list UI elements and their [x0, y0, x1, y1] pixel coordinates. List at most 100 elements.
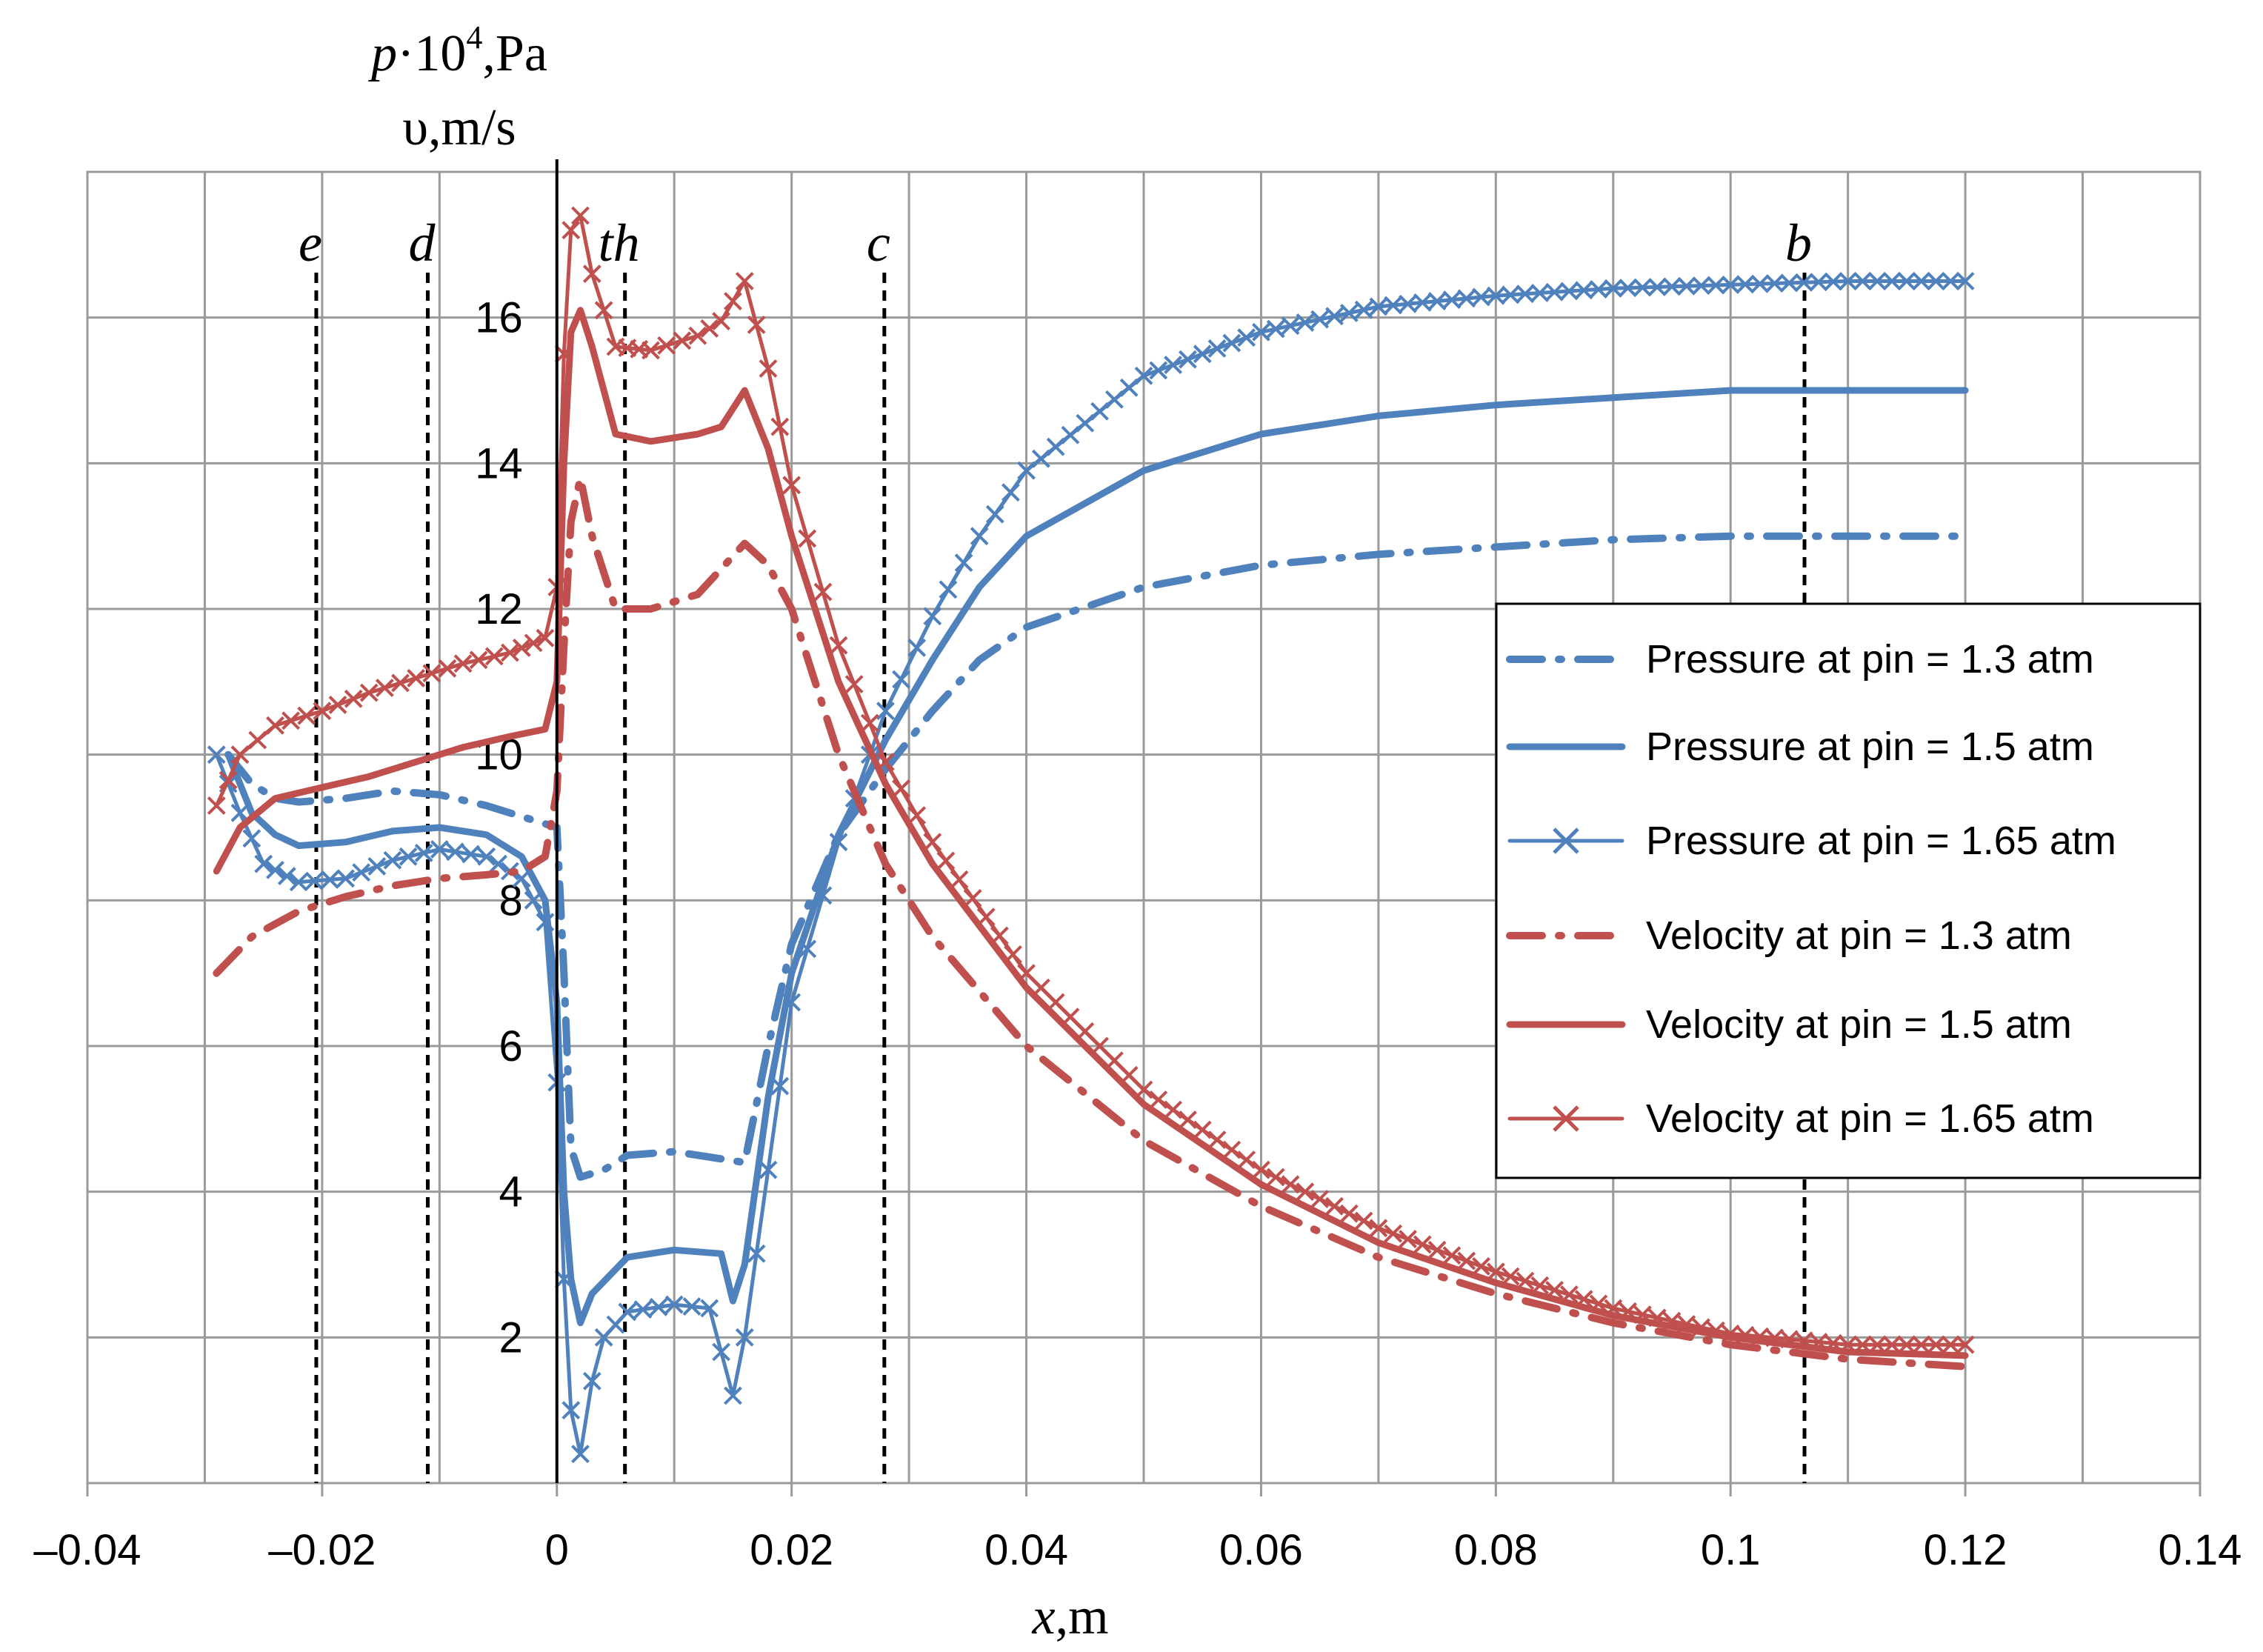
series-point-marker — [633, 1300, 653, 1319]
series-point-marker — [1149, 1090, 1168, 1109]
series-5 — [213, 307, 1969, 1359]
series-point-marker — [414, 844, 433, 862]
series-point-marker — [1619, 279, 1637, 298]
series-point-marker — [1237, 328, 1256, 347]
series-point-marker — [321, 870, 339, 889]
series-point-marker — [266, 716, 284, 735]
series-point-marker — [1179, 1110, 1197, 1129]
series-point-marker — [399, 847, 418, 866]
series-point-marker — [688, 326, 707, 345]
series-point-marker — [1354, 1211, 1373, 1230]
legend-box — [1495, 602, 2202, 1179]
series-point-marker — [618, 1302, 637, 1322]
series-point-marker — [571, 206, 590, 225]
legend-entry: Pressure at pin = 1.5 atm — [1506, 725, 2094, 769]
series-point-marker — [1399, 294, 1417, 313]
series-point-marker — [1604, 1299, 1623, 1318]
series-point-marker — [1001, 483, 1020, 502]
series-point-marker — [1004, 945, 1022, 964]
series-point-marker — [524, 890, 543, 910]
series-line — [224, 532, 1970, 1181]
series-point-marker — [1721, 1325, 1740, 1343]
series-point-marker — [976, 907, 996, 927]
series-point-marker — [1486, 286, 1505, 305]
series-point-marker — [682, 1297, 701, 1316]
series-point-marker — [230, 803, 250, 822]
series-point-marker — [1384, 296, 1403, 315]
series-point-marker — [1046, 993, 1065, 1012]
series-point-marker — [1941, 1335, 1960, 1354]
marker-label-c: c — [867, 213, 890, 273]
series-point-marker — [664, 1295, 684, 1314]
series-point-marker — [657, 336, 676, 355]
series-point-marker — [829, 833, 848, 852]
series-point-marker — [1780, 1330, 1799, 1349]
series-point-marker — [1193, 344, 1212, 364]
series-point-marker — [649, 1297, 668, 1316]
series-point-marker — [1134, 366, 1153, 385]
x-tick-label: 0.12 — [1924, 1526, 2007, 1574]
series-point-marker — [747, 1244, 766, 1263]
x-tick-label: 0.08 — [1454, 1526, 1538, 1574]
series-point-marker — [1839, 1335, 1858, 1354]
y-axis-title-rest: ,Pa — [482, 25, 547, 82]
series-point-marker — [1310, 310, 1330, 329]
series-point-marker — [923, 833, 942, 852]
series-point-marker — [1736, 1325, 1755, 1345]
legend-label: Pressure at pin = 1.3 atm — [1646, 637, 2094, 682]
series-point-marker — [1516, 1271, 1535, 1290]
series-point-marker — [759, 359, 778, 378]
series-point-marker — [207, 745, 226, 765]
series-point-marker — [1501, 285, 1520, 304]
series-point-marker — [876, 702, 895, 721]
series-point-marker — [1457, 1251, 1476, 1270]
series-point-marker — [1633, 278, 1652, 297]
series-point-marker — [1472, 287, 1490, 307]
series-point-marker — [1897, 272, 1916, 290]
series-point-marker — [985, 504, 1004, 524]
series-point-marker — [1647, 1308, 1667, 1328]
series-line — [224, 387, 1969, 1327]
series-point-marker — [582, 264, 601, 284]
legend-entry: Velocity at pin = 1.65 atm — [1507, 1096, 2094, 1141]
series-point-marker — [391, 673, 410, 693]
series-point-marker — [289, 873, 308, 892]
series-point-marker — [594, 301, 613, 320]
series-point-marker — [1662, 277, 1682, 296]
series-point-marker — [1325, 1196, 1344, 1216]
y-axis-title-mid: ·10 — [397, 25, 466, 82]
series-point-marker — [747, 316, 766, 334]
series-point-marker — [1765, 274, 1784, 293]
series-point-marker — [328, 696, 347, 714]
grid-lines — [86, 170, 2202, 1496]
series-point-marker — [1604, 279, 1623, 298]
legend-entry: Pressure at pin = 1.65 atm — [1507, 819, 2116, 863]
legend-label: Pressure at pin = 1.65 atm — [1646, 819, 2116, 863]
y-tick-label: 16 — [475, 294, 523, 342]
series-point-marker — [1427, 1240, 1447, 1259]
series-point-marker — [1750, 1327, 1770, 1346]
series-point-marker — [1222, 1140, 1242, 1159]
series-point-marker — [1707, 276, 1725, 295]
series-point-marker — [770, 417, 790, 436]
series-point-marker — [277, 867, 296, 885]
series-point-marker — [1281, 1175, 1300, 1194]
legend-swatch-marker — [1553, 1105, 1579, 1132]
series-point-marker — [1310, 1190, 1330, 1208]
series-point-marker — [1207, 339, 1227, 358]
y-axis-title-symbol: p — [367, 25, 397, 82]
series-point-marker — [1413, 1235, 1432, 1254]
series-point-marker — [1559, 282, 1579, 301]
series-point-marker — [352, 863, 371, 882]
legend-label: Pressure at pin = 1.5 atm — [1646, 725, 2094, 769]
series-point-marker — [1046, 437, 1065, 456]
legend-swatch-marker — [1553, 827, 1579, 854]
series-point-marker — [1325, 307, 1344, 326]
series-point-marker — [700, 1299, 719, 1318]
x-axis-title-rest: ,m — [1056, 1588, 1109, 1645]
series-point-marker — [304, 871, 324, 890]
series-point-marker — [1296, 1182, 1315, 1202]
series-point-marker — [1222, 333, 1242, 353]
series-point-marker — [1104, 1051, 1124, 1070]
marker-label-th: th — [599, 213, 640, 273]
